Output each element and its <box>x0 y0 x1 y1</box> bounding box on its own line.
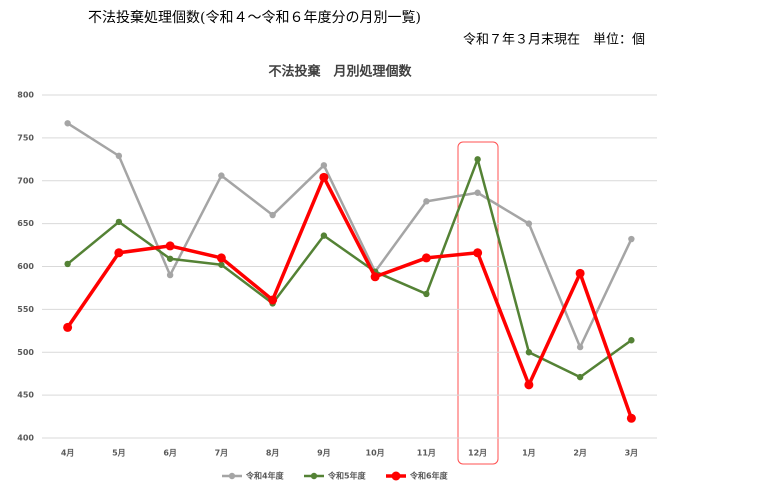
x-tick-label: 1月 <box>522 449 536 458</box>
x-tick-label: 3月 <box>625 449 639 458</box>
legend-marker <box>310 472 318 480</box>
y-tick-label: 500 <box>17 348 34 357</box>
x-tick-label: 10月 <box>366 449 385 458</box>
y-tick-label: 650 <box>17 219 34 228</box>
data-point <box>216 253 226 263</box>
data-point <box>626 413 636 423</box>
data-point <box>319 172 329 182</box>
series-line <box>66 175 634 419</box>
x-tick-label: 7月 <box>215 449 229 458</box>
data-point <box>370 272 380 282</box>
y-tick-label: 400 <box>17 434 34 443</box>
data-point <box>421 253 431 263</box>
y-tick-label: 450 <box>17 391 34 400</box>
legend-label: 令和5年度 <box>327 471 367 481</box>
x-tick-label: 11月 <box>417 449 436 458</box>
data-point <box>423 290 430 298</box>
x-tick-label: 5月 <box>112 449 126 458</box>
series-line <box>66 122 633 349</box>
data-point <box>474 189 481 196</box>
y-tick-label: 600 <box>17 262 34 271</box>
data-point <box>115 152 123 160</box>
data-point <box>320 232 328 239</box>
data-point <box>268 295 278 305</box>
legend-marker <box>391 471 401 481</box>
data-point <box>423 198 430 205</box>
data-point <box>269 211 276 219</box>
data-point <box>165 241 175 251</box>
data-point <box>525 349 533 356</box>
data-point <box>576 343 584 351</box>
data-point <box>524 380 534 390</box>
data-point <box>575 268 585 278</box>
legend-label: 令和4年度 <box>245 471 285 481</box>
data-point <box>473 248 483 258</box>
data-point <box>218 261 225 268</box>
x-tick-label: 4月 <box>61 449 75 458</box>
x-tick-label: 12月 <box>468 449 487 458</box>
x-tick-label: 2月 <box>573 449 587 458</box>
y-tick-label: 700 <box>17 176 34 185</box>
data-point <box>628 235 635 243</box>
series-line <box>66 158 633 379</box>
data-point <box>525 220 533 227</box>
y-tick-label: 800 <box>17 91 34 100</box>
legend-label: 令和6年度 <box>409 471 449 481</box>
x-tick-label: 9月 <box>317 449 331 458</box>
data-point <box>218 172 225 179</box>
data-point <box>320 162 328 169</box>
data-point <box>114 248 124 258</box>
data-point <box>64 260 71 268</box>
page-title: 不法投棄処理個数(令和４～令和６年度分の月別一覧) <box>88 9 421 26</box>
data-point <box>63 322 73 332</box>
data-point <box>166 271 174 279</box>
data-point <box>474 156 481 163</box>
data-point <box>628 337 635 344</box>
y-tick-label: 750 <box>17 133 34 142</box>
x-tick-label: 6月 <box>163 449 177 458</box>
chart-title: 不法投棄 月別処理個数 <box>268 64 412 80</box>
page-subtitle: 令和７年３月末現在 単位：個 <box>463 32 645 48</box>
y-tick-label: 550 <box>17 305 34 314</box>
x-tick-label: 8月 <box>266 449 280 458</box>
legend-marker <box>228 472 236 480</box>
data-point <box>576 373 584 381</box>
data-point <box>166 255 174 262</box>
data-point <box>115 218 123 226</box>
data-point <box>64 120 71 127</box>
